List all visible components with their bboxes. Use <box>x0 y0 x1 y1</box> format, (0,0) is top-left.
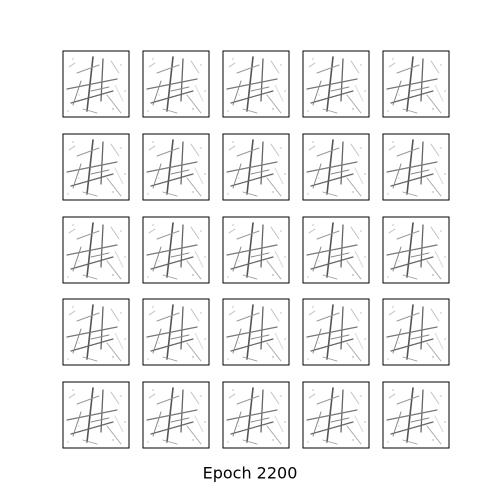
image-frame <box>382 133 450 201</box>
image-frame <box>62 133 130 201</box>
image-frame <box>142 298 210 366</box>
sample-image <box>383 134 449 200</box>
image-frame <box>302 133 370 201</box>
sample-image <box>223 217 289 283</box>
image-frame <box>302 298 370 366</box>
image-frame <box>302 50 370 118</box>
image-frame <box>382 298 450 366</box>
sample-image <box>143 299 209 365</box>
image-frame <box>62 381 130 449</box>
sample-image <box>303 382 369 448</box>
image-frame <box>302 216 370 284</box>
image-frame <box>222 298 290 366</box>
sample-image <box>223 299 289 365</box>
image-frame <box>382 216 450 284</box>
sample-grid <box>62 50 450 449</box>
image-frame <box>222 381 290 449</box>
sample-image <box>383 51 449 117</box>
sample-image <box>143 382 209 448</box>
sample-image <box>223 51 289 117</box>
image-frame <box>222 216 290 284</box>
image-frame <box>62 216 130 284</box>
sample-image <box>143 51 209 117</box>
sample-image <box>143 217 209 283</box>
sample-image <box>383 299 449 365</box>
image-frame <box>142 216 210 284</box>
sample-image <box>223 382 289 448</box>
sample-image <box>63 299 129 365</box>
sample-image <box>303 134 369 200</box>
image-frame <box>62 298 130 366</box>
image-frame <box>142 50 210 118</box>
sample-image <box>303 51 369 117</box>
sample-image <box>143 134 209 200</box>
image-frame <box>302 381 370 449</box>
image-frame <box>142 133 210 201</box>
caption: Epoch 2200 <box>203 464 298 483</box>
sample-image <box>63 134 129 200</box>
sample-image <box>303 299 369 365</box>
image-frame <box>382 381 450 449</box>
image-frame <box>222 133 290 201</box>
image-frame <box>222 50 290 118</box>
sample-image <box>63 51 129 117</box>
image-frame <box>142 381 210 449</box>
sample-image <box>63 382 129 448</box>
sample-image <box>383 217 449 283</box>
sample-image <box>223 134 289 200</box>
sample-image <box>303 217 369 283</box>
sample-image <box>63 217 129 283</box>
image-frame <box>382 50 450 118</box>
sample-image <box>383 382 449 448</box>
image-frame <box>62 50 130 118</box>
